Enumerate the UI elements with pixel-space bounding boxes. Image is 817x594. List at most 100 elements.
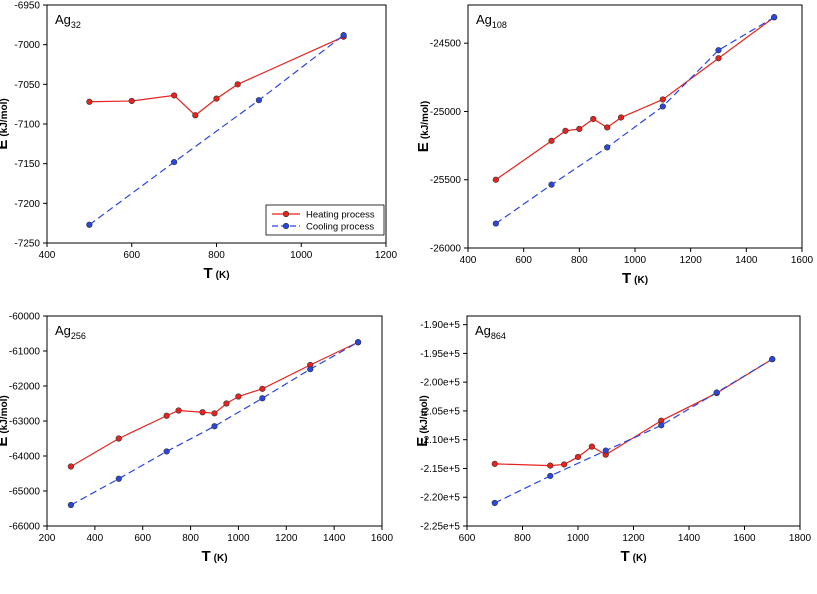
legend-marker [282,210,290,218]
y-axis-label: E (kJ/mol) [415,101,432,152]
y-tick-label: -66000 [9,522,41,533]
title-main: Ag [55,323,71,338]
y-tick-label: -7100 [14,120,40,131]
title-subscript: 256 [71,331,86,341]
x-label-unit: (K) [214,553,228,564]
y-tick-label: -2.20e+5 [420,493,460,504]
data-point [561,461,568,468]
series-line [495,16,775,225]
legend-label: Heating process [306,210,375,221]
y-tick-label: -7050 [14,80,40,91]
data-point [604,144,611,151]
data-point [115,475,122,482]
legend-marker [282,222,290,230]
data-point [86,221,93,228]
series-line [494,358,773,504]
data-point [163,412,170,419]
y-axis-label: E (kJ/mol) [0,98,11,149]
y-tick-label: -2.05e+5 [420,406,460,417]
data-point [604,124,611,131]
panel: 400 600 800 1000 1200 -7250 -7200 -7150 -7100 -70… [0,1,398,283]
data-point [234,81,241,88]
y-tick-label: -24500 [430,39,462,50]
x-tick-label: 200 [39,533,56,544]
panel-title: Ag864 [475,323,506,341]
x-tick-label: 1400 [323,533,346,544]
x-tick-label: 600 [515,255,532,266]
plot-frame [46,315,383,527]
x-tick-label: 800 [514,533,531,544]
data-point [548,137,555,144]
data-point [491,460,498,467]
data-point [576,125,583,133]
title-main: Ag [475,323,491,338]
data-point [235,393,242,400]
data-point [171,158,178,166]
series-line [494,358,773,467]
data-point [192,112,199,119]
x-label-unit: (K) [633,553,647,564]
x-axis-label: T (K) [620,548,646,565]
data-point [547,462,554,469]
y-axis-label: E (kJ/mol) [414,395,431,446]
panel: 200 400 600 800 1000 1200 1400 1600 -66000 -65000… [0,312,394,566]
y-label-unit: (kJ/mol) [0,98,10,136]
y-tick-label: -65000 [9,487,41,498]
data-point [213,95,220,102]
data-point [491,499,498,507]
data-point [86,98,93,105]
data-point [223,400,230,407]
y-label-unit: (kJ/mol) [419,395,430,433]
data-point [171,92,178,99]
x-tick-label: 600 [134,533,151,544]
x-tick-label: 600 [459,533,476,544]
panel-title: Ag32 [55,12,81,30]
x-tick-label: 1600 [371,533,394,544]
data-point [211,423,218,430]
y-tick-label: -25000 [430,107,462,118]
x-label-main: T [201,548,210,565]
x-tick-label: 1600 [791,255,814,266]
x-tick-label: 400 [460,255,477,266]
x-label-main: T [622,270,631,287]
data-point [590,115,597,123]
data-point [771,14,778,21]
data-point [67,463,75,470]
y-tick-label: -63000 [9,417,41,428]
data-point [562,127,569,134]
x-tick-label: 1000 [227,533,250,544]
data-point [659,96,666,103]
x-axis-label: T (K) [622,270,648,287]
data-point [548,181,555,188]
title-main: Ag [476,12,492,27]
title-subscript: 864 [491,331,506,341]
y-tick-label: -62000 [9,382,41,393]
y-tick-label: -2.10e+5 [420,435,460,446]
y-tick-label: -25500 [430,175,462,186]
data-point [259,395,266,402]
x-axis-label: T (K) [201,548,227,565]
x-tick-label: 1600 [733,533,756,544]
panel: 400 600 800 1000 1200 1400 1600 -26000 -25500 -25… [415,4,814,287]
x-label-main: T [620,548,629,565]
legend-box [265,204,385,236]
x-axis-label: T (K) [203,265,229,282]
x-tick-label: 1200 [622,533,645,544]
y-label-main: E [415,142,432,152]
data-point [715,47,722,54]
y-tick-label: -2.00e+5 [420,378,460,389]
x-tick-label: 1000 [290,250,313,261]
y-label-unit: (kJ/mol) [0,395,10,433]
data-point [354,339,362,346]
y-tick-label: -26000 [430,244,462,255]
x-tick-label: 1200 [275,533,298,544]
y-tick-label: -2.15e+5 [420,464,460,475]
data-point [307,366,314,373]
y-tick-label: -60000 [9,312,41,323]
x-tick-label: 1000 [624,255,647,266]
data-point [259,385,266,392]
data-point [574,453,582,461]
panel-title: Ag256 [55,323,86,341]
series-line [89,36,344,117]
x-label-unit: (K) [634,275,648,286]
